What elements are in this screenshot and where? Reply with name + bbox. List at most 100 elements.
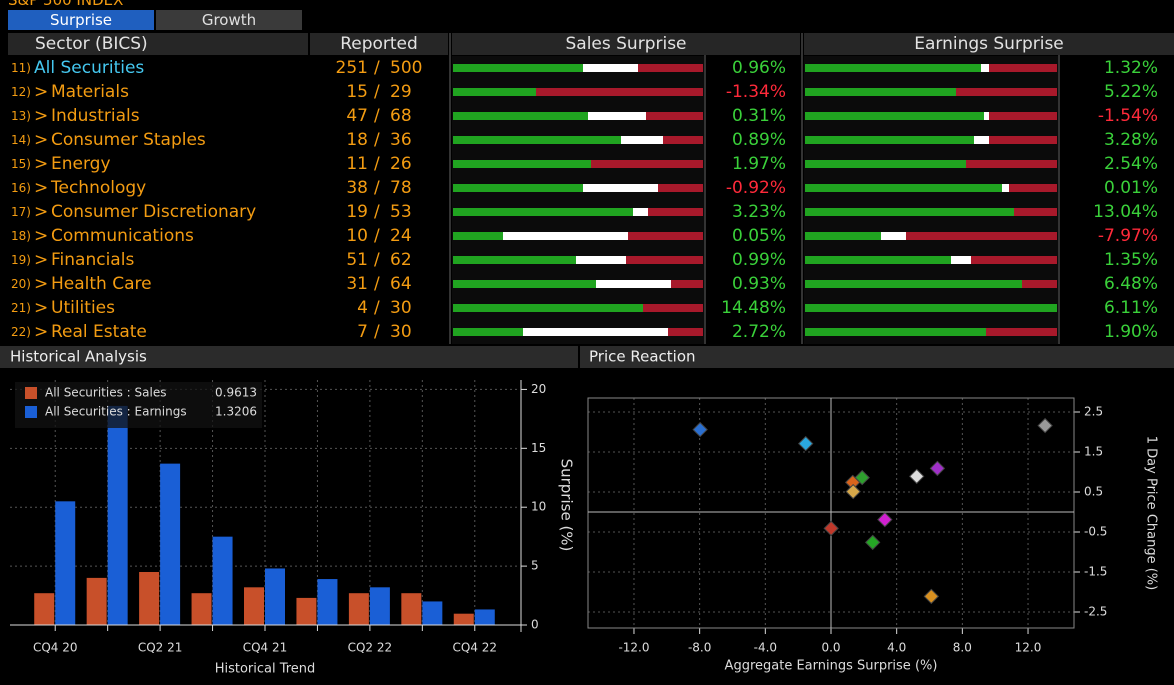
split-segment	[805, 208, 1015, 216]
split-segment	[805, 136, 974, 144]
total-count: 78	[390, 178, 412, 198]
sector-name[interactable]: Communications	[51, 226, 194, 246]
sector-name[interactable]: Real Estate	[51, 322, 147, 342]
expand-toggle[interactable]: >	[34, 154, 49, 174]
bar	[55, 501, 76, 625]
expand-toggle[interactable]: >	[34, 226, 49, 246]
split-segment	[805, 328, 987, 336]
reported-count: 18	[346, 130, 368, 150]
x-tick-label: 4.0	[887, 641, 906, 655]
y-tick-label: 1.5	[1084, 445, 1103, 459]
split-segment	[583, 184, 658, 192]
earnings-surprise: 2.54%	[1103, 154, 1158, 174]
legend-value: 0.9613	[215, 386, 257, 400]
split-segment	[966, 160, 1057, 168]
expand-toggle[interactable]: >	[34, 274, 49, 294]
sector-name[interactable]: Materials	[51, 82, 129, 102]
expand-toggle[interactable]: >	[34, 322, 49, 342]
split-segment	[1014, 208, 1057, 216]
sales-surprise: 14.48%	[721, 298, 786, 318]
split-segment	[643, 304, 703, 312]
split-segment	[453, 256, 576, 264]
y-tick-label: 15	[531, 441, 546, 455]
total-count: 68	[390, 106, 412, 126]
point	[908, 468, 925, 485]
bar	[244, 587, 264, 625]
column-header: Sector (BICS)	[8, 33, 308, 55]
x-tick-label: 8.0	[953, 641, 972, 655]
sales-surprise: 3.23%	[731, 202, 786, 222]
reported-count: 31	[346, 274, 368, 294]
point	[854, 469, 870, 486]
row-number: 19)	[11, 253, 31, 267]
split-segment	[973, 136, 989, 144]
slash: /	[374, 82, 380, 102]
total-count: 29	[390, 82, 412, 102]
sector-name[interactable]: Health Care	[51, 274, 152, 294]
split-segment	[590, 160, 703, 168]
sector-name[interactable]: Financials	[51, 250, 135, 270]
earnings-surprise: 13.04%	[1093, 202, 1158, 222]
split-segment	[503, 232, 628, 240]
split-segment	[645, 112, 703, 120]
bar	[34, 593, 55, 625]
split-segment	[453, 64, 583, 72]
sector-name[interactable]: Consumer Discretionary	[51, 202, 257, 222]
slash: /	[374, 202, 380, 222]
split-bar	[805, 280, 1057, 288]
bar	[401, 593, 422, 625]
split-bar	[453, 184, 703, 192]
sector-name[interactable]: Industrials	[51, 106, 140, 126]
sector-name[interactable]: Energy	[51, 154, 111, 174]
slash: /	[374, 154, 380, 174]
panel-header	[580, 346, 1174, 368]
earnings-surprise: 6.48%	[1103, 274, 1158, 294]
y-axis-label: Surprise (%)	[558, 459, 576, 552]
tab[interactable]: Growth	[156, 10, 302, 30]
security-title: S&P 500 INDEX	[8, 0, 124, 9]
expand-toggle[interactable]: >	[34, 202, 49, 222]
expand-toggle[interactable]: >	[34, 178, 49, 198]
split-bar	[453, 160, 703, 168]
expand-toggle[interactable]: >	[34, 250, 49, 270]
sales-surprise: 2.72%	[731, 322, 786, 342]
split-segment	[805, 232, 881, 240]
split-segment	[668, 328, 703, 336]
x-axis-label: Aggregate Earnings Surprise (%)	[725, 659, 938, 674]
point	[823, 520, 839, 537]
split-bar	[453, 208, 703, 216]
earnings-surprise: -7.97%	[1097, 226, 1158, 246]
y-tick-label: -0.5	[1084, 525, 1107, 539]
split-segment	[583, 64, 638, 72]
x-tick-label: 0.0	[821, 641, 840, 655]
legend-label: All Securities : Earnings	[45, 405, 187, 419]
split-segment	[453, 160, 591, 168]
panel-header	[0, 346, 578, 368]
tab[interactable]: Surprise	[8, 10, 154, 30]
split-bar	[453, 64, 703, 72]
row-number: 18)	[11, 229, 31, 243]
earnings-surprise: 1.35%	[1103, 250, 1158, 270]
split-segment	[905, 232, 1057, 240]
expand-toggle[interactable]: >	[34, 130, 49, 150]
x-axis-label: Historical Trend	[215, 662, 316, 677]
y-tick-label: 20	[531, 382, 546, 396]
expand-toggle[interactable]: >	[34, 82, 49, 102]
row-number: 15)	[11, 157, 31, 171]
split-segment	[453, 88, 536, 96]
split-segment	[805, 112, 984, 120]
sector-name[interactable]: Technology	[51, 178, 147, 198]
split-segment	[453, 112, 588, 120]
sector-name[interactable]: Consumer Staples	[51, 130, 206, 150]
split-segment	[453, 232, 503, 240]
panel-title: Historical Analysis	[10, 348, 147, 366]
sector-name[interactable]: All Securities	[34, 58, 145, 78]
expand-toggle[interactable]: >	[34, 298, 49, 318]
split-segment	[805, 184, 1002, 192]
slash: /	[374, 250, 380, 270]
sector-name[interactable]: Utilities	[51, 298, 115, 318]
total-count: 26	[390, 154, 412, 174]
expand-toggle[interactable]: >	[34, 106, 49, 126]
reported-count: 10	[346, 226, 368, 246]
